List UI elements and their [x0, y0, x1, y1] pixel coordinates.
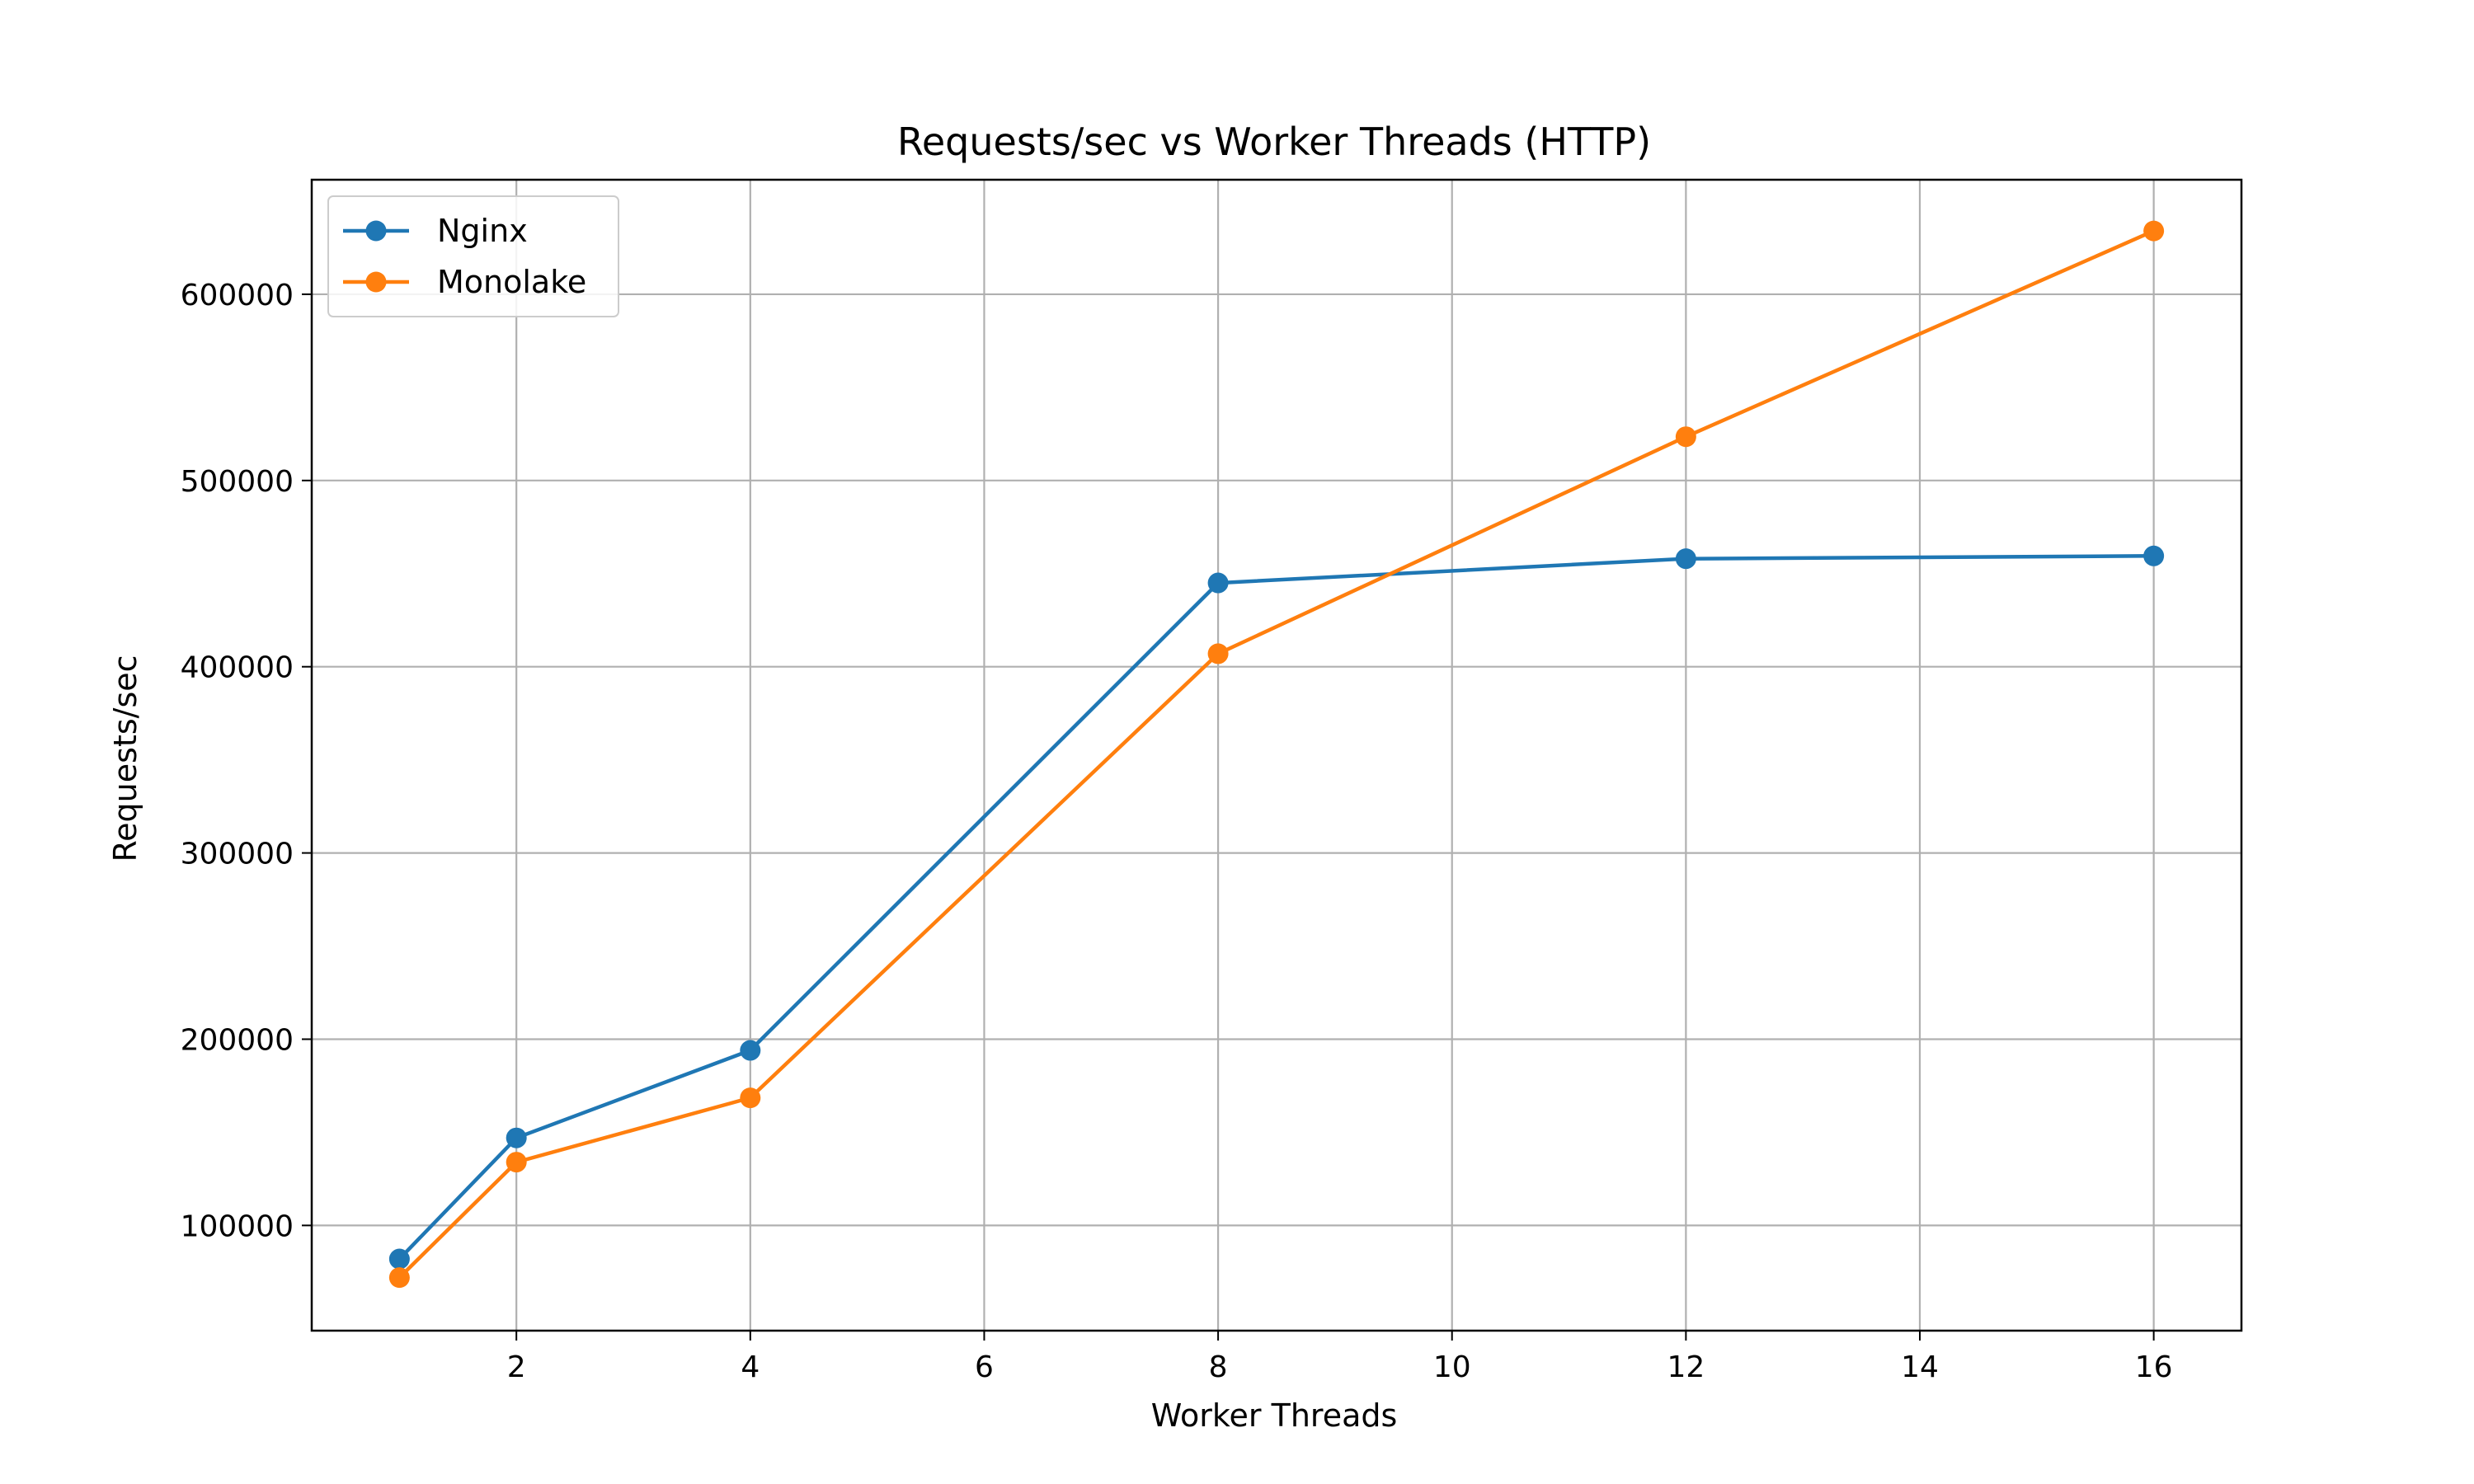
- legend-marker-nginx: [365, 220, 387, 242]
- data-point-nginx: [1675, 548, 1696, 570]
- legend-box: [327, 195, 619, 317]
- x-tick-label: 4: [741, 1350, 760, 1384]
- y-tick-label: 100000: [181, 1209, 294, 1243]
- x-tick-label: 10: [1433, 1350, 1471, 1384]
- x-tick-label: 2: [507, 1350, 526, 1384]
- plot-frame: [310, 178, 2243, 1332]
- y-axis-title: Requests/sec: [107, 655, 143, 862]
- data-point-nginx: [1207, 572, 1229, 594]
- data-point-monolake: [506, 1152, 527, 1173]
- y-tick-label: 600000: [181, 279, 294, 312]
- legend: Nginx Monolake: [327, 195, 619, 317]
- data-point-nginx: [506, 1127, 527, 1148]
- x-tick-label: 8: [1209, 1350, 1228, 1384]
- y-axis: 100000 200000 300000 400000 500000 600000: [181, 279, 312, 1243]
- x-axis-title: Worker Threads: [1151, 1397, 1398, 1434]
- y-tick-label: 300000: [181, 838, 294, 871]
- data-point-nginx: [388, 1248, 410, 1270]
- data-point-monolake: [388, 1267, 410, 1289]
- legend-marker-monolake: [365, 271, 387, 293]
- data-point-monolake: [2143, 220, 2165, 242]
- x-tick-label: 14: [1901, 1350, 1939, 1384]
- grid-lines: [312, 180, 2241, 1331]
- x-tick-label: 16: [2135, 1350, 2173, 1384]
- y-tick-label: 500000: [181, 465, 294, 499]
- data-point-nginx: [2143, 545, 2165, 566]
- data-point-monolake: [1207, 643, 1229, 665]
- legend-label-nginx: Nginx: [437, 213, 528, 249]
- data-point-nginx: [740, 1040, 761, 1061]
- x-tick-label: 12: [1667, 1350, 1705, 1384]
- x-tick-label: 6: [975, 1350, 994, 1384]
- series-markers: [388, 220, 2165, 1289]
- y-tick-label: 400000: [181, 651, 294, 685]
- y-tick-label: 200000: [181, 1023, 294, 1057]
- series-line-nginx: [397, 554, 2154, 1261]
- x-axis: 2 4 6 8 10 12 14 16: [507, 1331, 2173, 1384]
- legend-label-monolake: Monolake: [437, 264, 586, 300]
- series-line-monolake: [397, 229, 2155, 1280]
- data-point-monolake: [740, 1087, 761, 1109]
- data-point-monolake: [1675, 426, 1696, 448]
- series-lines: [397, 229, 2155, 1280]
- chart-title: Requests/sec vs Worker Threads (HTTP): [897, 120, 1651, 164]
